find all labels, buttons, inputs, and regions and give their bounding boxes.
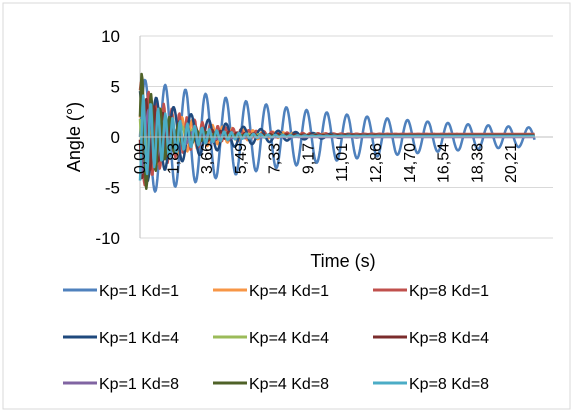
legend-item: Kp=1 Kd=8 — [63, 376, 179, 393]
y-tick-label: 0 — [111, 128, 120, 147]
series-line — [138, 78, 536, 193]
legend-label: Kp=8 Kd=1 — [409, 283, 489, 300]
legend-label: Kp=4 Kd=4 — [249, 330, 329, 347]
legend-label: Kp=1 Kd=8 — [99, 376, 179, 393]
x-tick-label: 20,21 — [503, 143, 520, 183]
legend-label: Kp=1 Kd=4 — [99, 330, 179, 347]
y-tick-label: -10 — [95, 229, 120, 248]
legend-item: Kp=1 Kd=1 — [63, 283, 179, 300]
x-tick-label: 0,00 — [132, 143, 149, 174]
legend-item: Kp=8 Kd=4 — [373, 330, 489, 347]
legend-label: Kp=1 Kd=1 — [99, 283, 179, 300]
x-tick-label: 1,83 — [166, 143, 183, 174]
legend-item: Kp=8 Kd=8 — [373, 376, 489, 393]
x-tick-label: 18,38 — [469, 143, 486, 183]
x-tick-label: 9,17 — [300, 143, 317, 174]
legend-label: Kp=8 Kd=8 — [409, 376, 489, 393]
x-tick-label: 7,33 — [267, 143, 284, 174]
legend-item: Kp=4 Kd=1 — [213, 283, 329, 300]
x-tick-label: 3,66 — [199, 143, 216, 174]
x-axis-title: Time (s) — [310, 251, 375, 271]
y-axis-title: Angle (°) — [64, 102, 84, 172]
legend-item: Kp=8 Kd=1 — [373, 283, 489, 300]
legend-label: Kp=8 Kd=4 — [409, 330, 489, 347]
x-axis: 0,00 1,83 3,66 5,49 7,33 9,17 11,01 12,86 14,70 1… — [132, 136, 553, 183]
legend: Kp=1 Kd=1 Kp=4 Kd=1 Kp=8 Kd=1 Kp=1 Kd=4 Kp=4… — [63, 283, 489, 393]
y-tick-label: -5 — [105, 179, 120, 198]
x-tick-label: 12,86 — [368, 143, 385, 183]
y-tick-label: 10 — [101, 27, 120, 46]
x-tick-label: 5,49 — [233, 143, 250, 174]
legend-label: Kp=4 Kd=8 — [249, 376, 329, 393]
x-tick-label: 11,01 — [334, 143, 351, 182]
x-tick-label: 16,54 — [436, 143, 453, 183]
legend-item: Kp=4 Kd=4 — [213, 330, 329, 347]
series-line — [138, 94, 536, 181]
legend-item: Kp=4 Kd=8 — [213, 376, 329, 393]
x-tick-label: 14,70 — [402, 143, 419, 183]
legend-item: Kp=1 Kd=4 — [63, 330, 179, 347]
legend-label: Kp=4 Kd=1 — [249, 283, 329, 300]
y-tick-label: 5 — [111, 78, 120, 97]
